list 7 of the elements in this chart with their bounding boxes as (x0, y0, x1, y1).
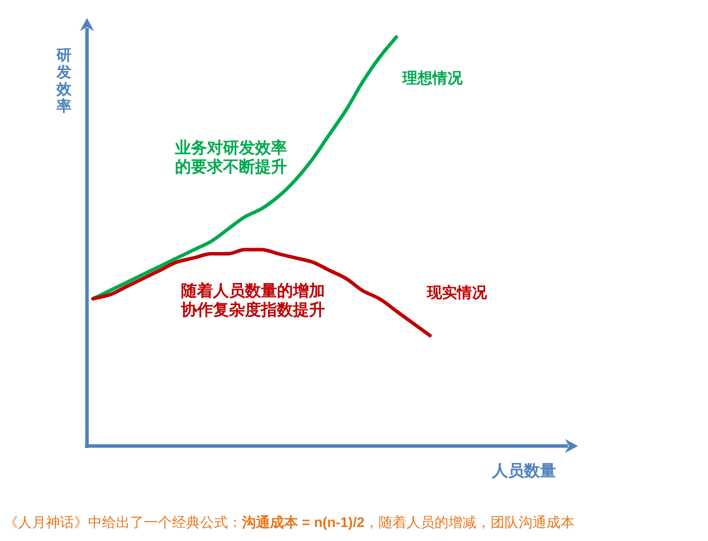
series-label: 现实情况 (426, 283, 488, 302)
annotation: 随着人员数量的增加协作复杂度指数提升 (180, 280, 325, 318)
annotation: 业务对研发效率的要求不断提升 (174, 138, 287, 176)
x-axis-title: 人员数量 (491, 462, 556, 480)
series-label: 理想情况 (401, 70, 464, 86)
text: 《人月神话》中给出了一个经典公式：沟通成本 = n(n-1)/2，随着人员的增减，团队沟通成本 (4, 514, 575, 530)
y-axis-title: 研发效率 (56, 46, 72, 114)
